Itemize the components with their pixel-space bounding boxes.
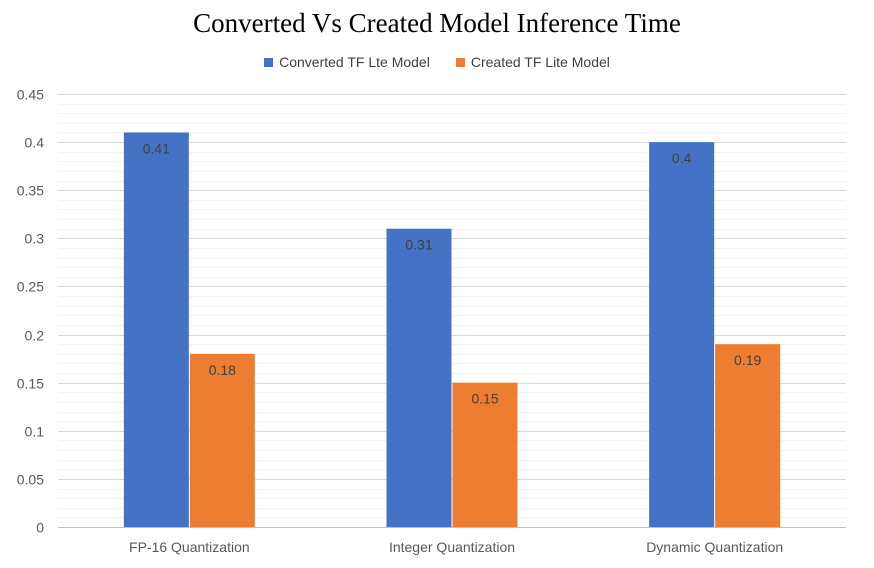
y-tick-label: 0 — [36, 520, 44, 536]
bar-converted — [386, 228, 452, 527]
x-tick-label: FP-16 Quantization — [129, 539, 250, 555]
legend-swatch-converted — [264, 57, 274, 67]
legend-item-converted: Converted TF Lte Model — [264, 54, 430, 70]
bar-converted — [649, 142, 715, 527]
data-label: 0.4 — [672, 150, 692, 166]
data-label: 0.19 — [734, 352, 761, 368]
bar-created — [715, 344, 781, 527]
data-label: 0.18 — [209, 362, 236, 378]
y-tick-label: 0.3 — [25, 231, 45, 247]
bar-converted — [123, 132, 189, 527]
x-tick-label: Dynamic Quantization — [646, 539, 783, 555]
y-tick-label: 0.15 — [17, 376, 44, 392]
data-label: 0.15 — [471, 391, 498, 407]
legend-label-converted: Converted TF Lte Model — [279, 54, 430, 70]
x-tick-label: Integer Quantization — [389, 539, 515, 555]
data-label: 0.41 — [143, 140, 170, 156]
chart-title: Converted Vs Created Model Inference Tim… — [193, 8, 681, 38]
y-tick-label: 0.05 — [17, 472, 44, 488]
y-tick-label: 0.35 — [17, 183, 44, 199]
y-tick-label: 0.2 — [25, 328, 45, 344]
legend-item-created: Created TF Lite Model — [455, 54, 610, 70]
y-tick-label: 0.25 — [17, 279, 44, 295]
bar-created — [452, 382, 518, 527]
data-label: 0.31 — [405, 237, 432, 253]
y-tick-label: 0.45 — [17, 87, 44, 103]
legend-swatch-created — [455, 57, 465, 67]
y-tick-label: 0.4 — [25, 135, 45, 151]
y-tick-label: 0.1 — [25, 424, 45, 440]
bar-created — [189, 353, 255, 527]
chart-legend: Converted TF Lte Model Created TF Lite M… — [0, 54, 874, 70]
legend-label-created: Created TF Lite Model — [470, 54, 610, 70]
